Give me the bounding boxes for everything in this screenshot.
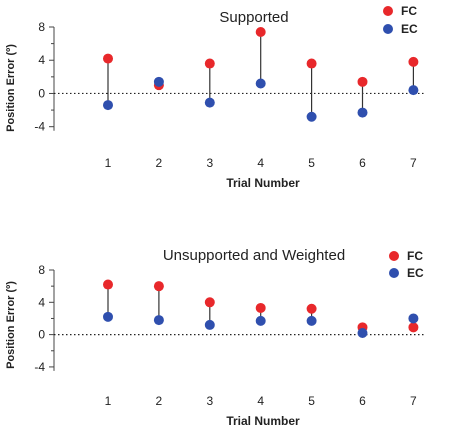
point-fc xyxy=(408,56,419,67)
legend-marker-ec xyxy=(383,24,393,34)
x-tick-label: 6 xyxy=(359,156,366,170)
chart-title: Supported xyxy=(219,9,288,26)
x-tick-label: 2 xyxy=(156,394,163,408)
y-tick-label: 4 xyxy=(38,53,45,67)
x-tick-label: 1 xyxy=(105,394,112,408)
x-tick-label: 7 xyxy=(410,394,417,408)
point-fc xyxy=(204,297,215,308)
point-fc xyxy=(204,58,215,69)
point-ec xyxy=(204,97,215,108)
point-ec xyxy=(103,100,113,111)
point-ec xyxy=(357,107,368,118)
x-axis-label: Trial Number xyxy=(226,414,300,428)
y-tick-label: 0 xyxy=(38,328,45,342)
y-tick-label: -4 xyxy=(34,360,45,374)
x-tick-label: 5 xyxy=(308,394,315,408)
legend-label-ec: EC xyxy=(401,22,418,36)
y-tick-label: -4 xyxy=(34,120,45,134)
x-tick-label: 3 xyxy=(206,394,213,408)
y-tick-label: 0 xyxy=(38,86,45,100)
point-fc xyxy=(153,281,164,292)
x-tick-label: 5 xyxy=(308,156,315,170)
point-fc xyxy=(255,302,266,313)
point-ec xyxy=(306,111,317,122)
legend-label-fc: FC xyxy=(401,4,417,18)
chart-title: Unsupported and Weighted xyxy=(163,247,345,264)
point-ec xyxy=(103,311,113,322)
y-tick-label: 4 xyxy=(38,295,45,309)
x-tick-label: 4 xyxy=(257,156,264,170)
x-axis-label: Trial Number xyxy=(226,176,300,190)
y-tick-label: 8 xyxy=(38,263,45,277)
x-tick-label: 3 xyxy=(206,156,213,170)
point-fc xyxy=(306,58,317,69)
point-ec xyxy=(255,78,266,89)
legend-marker-fc xyxy=(383,6,393,16)
point-fc xyxy=(357,76,368,87)
point-ec xyxy=(306,315,317,326)
x-tick-label: 7 xyxy=(410,156,417,170)
point-fc xyxy=(103,53,113,64)
point-fc xyxy=(103,279,113,290)
point-ec xyxy=(408,85,419,96)
point-ec xyxy=(408,313,419,324)
point-ec xyxy=(357,328,368,338)
x-tick-label: 4 xyxy=(257,394,264,408)
y-tick-label: 8 xyxy=(38,20,45,34)
y-axis-label: Position Error (º) xyxy=(5,44,17,132)
y-axis-label: Position Error (º) xyxy=(5,281,17,369)
legend-marker-fc xyxy=(389,251,399,261)
legend-label-fc: FC xyxy=(407,249,423,263)
point-ec xyxy=(255,315,266,326)
x-tick-label: 2 xyxy=(156,156,163,170)
point-ec xyxy=(153,76,164,87)
x-tick-label: 6 xyxy=(359,394,366,408)
legend-marker-ec xyxy=(389,268,399,278)
x-tick-label: 1 xyxy=(105,156,112,170)
point-ec xyxy=(153,315,164,326)
legend-label-ec: EC xyxy=(407,266,424,280)
point-fc xyxy=(255,26,266,37)
point-fc xyxy=(306,303,317,314)
point-fc xyxy=(408,322,419,333)
point-ec xyxy=(204,319,215,330)
